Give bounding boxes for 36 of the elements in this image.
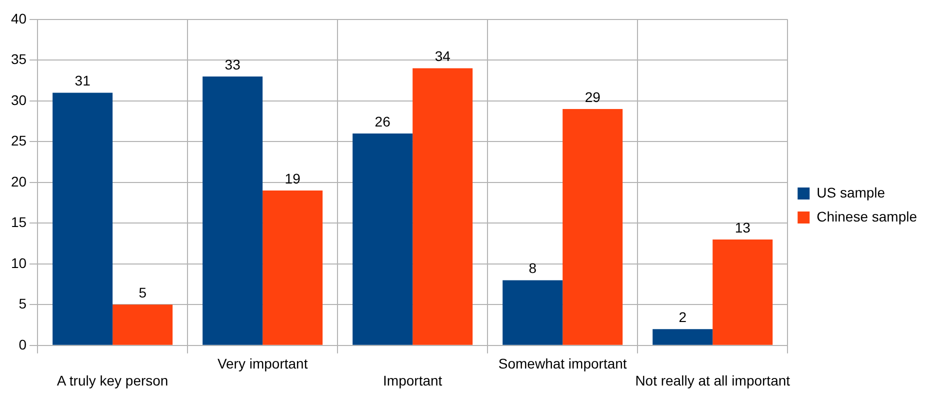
legend-label: US sample	[816, 184, 886, 200]
y-tick-label: 5	[18, 296, 27, 312]
x-tick-label: A truly key person	[56, 372, 168, 388]
y-tick-label: 10	[10, 254, 27, 271]
data-label: 8	[528, 260, 537, 276]
data-label: 19	[284, 170, 301, 186]
x-tick-label: Somewhat important	[498, 356, 627, 372]
x-tick-label: Very important	[217, 356, 308, 372]
data-label: 2	[678, 308, 687, 325]
data-label: 13	[734, 219, 751, 236]
data-label: 5	[138, 284, 147, 301]
y-tick-label: 35	[10, 51, 27, 68]
bar	[562, 109, 623, 345]
bar	[112, 304, 173, 345]
bar	[502, 280, 563, 345]
x-tick-label: Important	[383, 372, 442, 388]
y-tick-label: 15	[10, 214, 27, 230]
data-label: 29	[584, 88, 601, 105]
y-tick-label: 30	[10, 92, 27, 108]
bar	[412, 68, 473, 345]
bar	[52, 92, 113, 345]
y-tick-label: 20	[10, 173, 27, 190]
data-label: 33	[224, 56, 241, 72]
data-label: 31	[74, 72, 91, 89]
bar	[352, 134, 413, 345]
bar	[712, 239, 773, 345]
x-tick-label: Not really at all important	[635, 372, 790, 388]
y-tick-label: 40	[10, 10, 27, 26]
bar	[262, 190, 323, 345]
data-label: 34	[434, 48, 451, 64]
data-label: 26	[374, 113, 391, 130]
bar	[202, 76, 263, 345]
y-tick-label: 0	[18, 336, 27, 352]
bar	[652, 329, 713, 345]
y-tick-label: 25	[10, 132, 27, 149]
legend-label: Chinese sample	[816, 208, 918, 224]
